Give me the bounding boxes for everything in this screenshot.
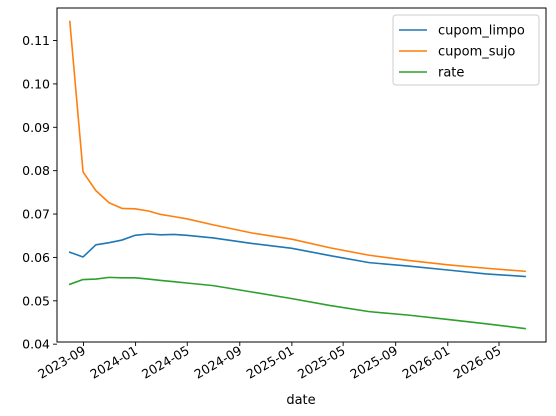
y-tick-label: 0.10 [22, 76, 50, 91]
x-axis-label: date [286, 393, 315, 408]
y-axis-ticks: 0.04 0.05 0.06 0.07 0.08 0.09 0.10 0.11 [22, 33, 57, 352]
series-layer [68, 20, 526, 330]
series-line-cupom_sujo [68, 20, 526, 273]
legend-label-cupom_limpo: cupom_limpo [438, 24, 525, 39]
y-tick-label: 0.07 [22, 207, 50, 222]
x-tick-label: 2026-01 [400, 343, 453, 382]
x-tick-label: 2024-01 [87, 343, 140, 382]
legend-label-cupom_sujo: cupom_sujo [438, 45, 515, 60]
series-line-rate [68, 276, 526, 330]
x-tick-label: 2026-05 [451, 343, 504, 382]
series-line-cupom_limpo [68, 233, 526, 278]
y-tick-label: 0.05 [22, 293, 50, 308]
y-tick-label: 0.04 [22, 337, 50, 352]
x-tick-label: 2025-09 [347, 343, 400, 382]
y-tick-label: 0.06 [22, 250, 50, 265]
y-tick-label: 0.08 [22, 163, 50, 178]
x-tick-label: 2025-01 [244, 343, 297, 382]
x-tick-label: 2024-09 [192, 343, 245, 382]
plot-frame [56, 7, 547, 343]
legend-box [392, 14, 540, 86]
y-tick-label: 0.11 [22, 33, 50, 48]
legend-label-rate: rate [438, 66, 464, 81]
x-tick-label: 2024-05 [139, 343, 192, 382]
x-tick-label: 2025-05 [295, 343, 348, 382]
y-tick-label: 0.09 [22, 120, 50, 135]
